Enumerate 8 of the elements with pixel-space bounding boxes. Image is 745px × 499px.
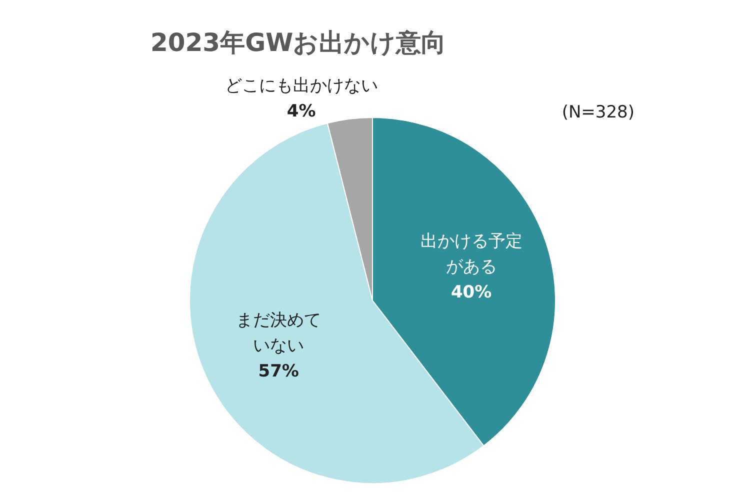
text: (N=328) — [562, 102, 635, 122]
chart-title: 2023年GWお出かけ意向 — [150, 28, 446, 57]
slice-label: まだ決めていない — [236, 310, 322, 356]
data-label: 57% — [258, 362, 299, 382]
data-label: 4% — [286, 102, 316, 122]
slice-label: どこにも出かけない — [224, 76, 378, 96]
slice-label: 出かける予定がある — [420, 231, 522, 278]
data-label: 40% — [450, 282, 492, 303]
